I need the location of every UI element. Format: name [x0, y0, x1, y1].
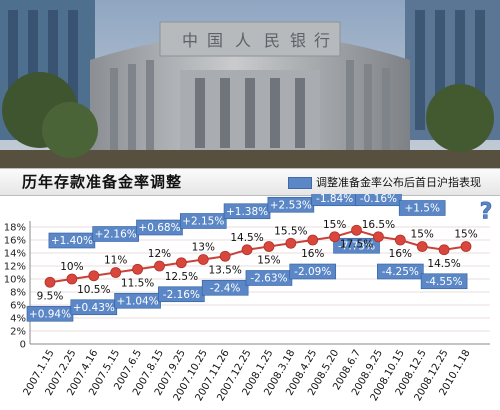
index-change-label: -4.25% [382, 266, 419, 278]
data-label: 15% [454, 229, 477, 241]
data-label: 15% [323, 219, 346, 231]
data-label: 11.5% [121, 277, 154, 289]
sign-char: 人 [235, 31, 251, 50]
index-change-box [179, 213, 227, 229]
data-point [66, 273, 78, 285]
y-tick-label: 18% [4, 223, 26, 234]
data-label: 11% [104, 255, 127, 267]
data-label: 13% [192, 242, 215, 254]
y-tick-label: 10% [4, 275, 26, 286]
index-change-box [377, 263, 424, 280]
index-change-label: -2.4% [210, 282, 240, 294]
index-change-label: +1.5% [404, 203, 439, 215]
sign-char: 中 [182, 31, 198, 50]
data-point [175, 257, 187, 269]
data-label: 17.5% [340, 238, 373, 250]
data-label: 10% [60, 261, 83, 273]
data-label: 16% [301, 248, 324, 260]
building-sign: 中 国 人 民 银 行 [182, 31, 330, 50]
data-point [219, 250, 231, 262]
sign-char: 民 [264, 31, 280, 50]
index-change-label: +1.38% [226, 206, 268, 218]
index-change-label: +2.53% [270, 199, 312, 211]
data-point [285, 237, 297, 249]
y-tick-label: 4% [10, 314, 26, 325]
index-change-label: +0.94% [29, 308, 71, 320]
index-change-label: +0.43% [73, 302, 115, 314]
data-label: 14.5% [230, 232, 263, 244]
y-tick-label: 6% [10, 301, 26, 312]
data-point [460, 241, 472, 252]
data-label: 15% [411, 229, 434, 241]
index-change-box [420, 273, 468, 290]
data-point [373, 231, 384, 243]
data-point [263, 241, 275, 252]
index-change-label: -4.55% [426, 276, 463, 288]
y-tick-label: 12% [4, 262, 26, 273]
data-label: 12% [148, 248, 171, 260]
y-tick-label: 8% [10, 288, 26, 299]
index-change-label: -2.16% [163, 289, 200, 301]
rate-chart: 0 2% 4% 6% 8% 10% 12% 14% 16% 18% +0.94% +1.40% +0.4… [4, 194, 493, 403]
data-point [132, 263, 143, 275]
data-point [307, 234, 319, 246]
data-point [44, 276, 56, 288]
index-change-box [333, 237, 380, 254]
index-change-label: +0.68% [138, 222, 180, 234]
data-point [154, 260, 165, 272]
data-label: 15% [257, 255, 280, 267]
index-change-label: +1.04% [117, 295, 159, 307]
data-point [197, 254, 209, 265]
index-change-label: +2.16% [95, 229, 137, 241]
index-change-unknown: ? [480, 200, 493, 225]
sign-char: 银 [290, 31, 306, 50]
data-label: 14.5% [427, 258, 460, 270]
index-change-box [201, 279, 249, 296]
chart-title-bar: 历年存款准备金率调整 调整准备金率公布后首日沪指表现 [0, 168, 500, 196]
data-label: 13.5% [208, 264, 241, 276]
data-label: 9.5% [37, 290, 64, 302]
y-tick-label: 0 [20, 340, 26, 351]
data-point [394, 234, 406, 246]
index-change-label: -7.73% [338, 240, 375, 252]
pboc-building-photo: 中 国 人 民 银 行 [0, 0, 500, 168]
data-label: 16% [389, 248, 412, 260]
legend-label: 调整准备金率公布后首日沪指表现 [316, 176, 481, 189]
chart-title: 历年存款准备金率调整 [22, 173, 183, 191]
y-tick-label: 14% [4, 249, 26, 260]
data-point [329, 231, 341, 243]
data-label: 16.5% [362, 219, 395, 231]
y-tick-label: 16% [4, 236, 26, 247]
data-point [416, 241, 428, 252]
data-label: 15.5% [274, 225, 307, 237]
data-point [438, 244, 450, 256]
index-change-label: -2.09% [294, 266, 331, 278]
sign-char: 国 [207, 31, 223, 50]
index-change-label: +1.40% [51, 235, 93, 247]
data-label: 12.5% [165, 271, 198, 283]
data-point [351, 224, 362, 236]
y-tick-label: 2% [10, 327, 26, 338]
legend-swatch [288, 177, 312, 189]
index-change-label: -2.63% [250, 273, 287, 285]
index-change-box [355, 194, 402, 207]
index-change-box [289, 263, 337, 280]
index-change-box [398, 200, 446, 216]
index-change-label: +2.15% [182, 216, 224, 228]
index-change-label: -0.16% [360, 194, 397, 205]
sign-char: 行 [314, 31, 330, 50]
data-point [88, 270, 100, 282]
data-point [241, 244, 253, 256]
data-label: 10.5% [77, 284, 110, 296]
data-point [110, 267, 122, 278]
index-change-label: -1.84% [316, 194, 353, 205]
